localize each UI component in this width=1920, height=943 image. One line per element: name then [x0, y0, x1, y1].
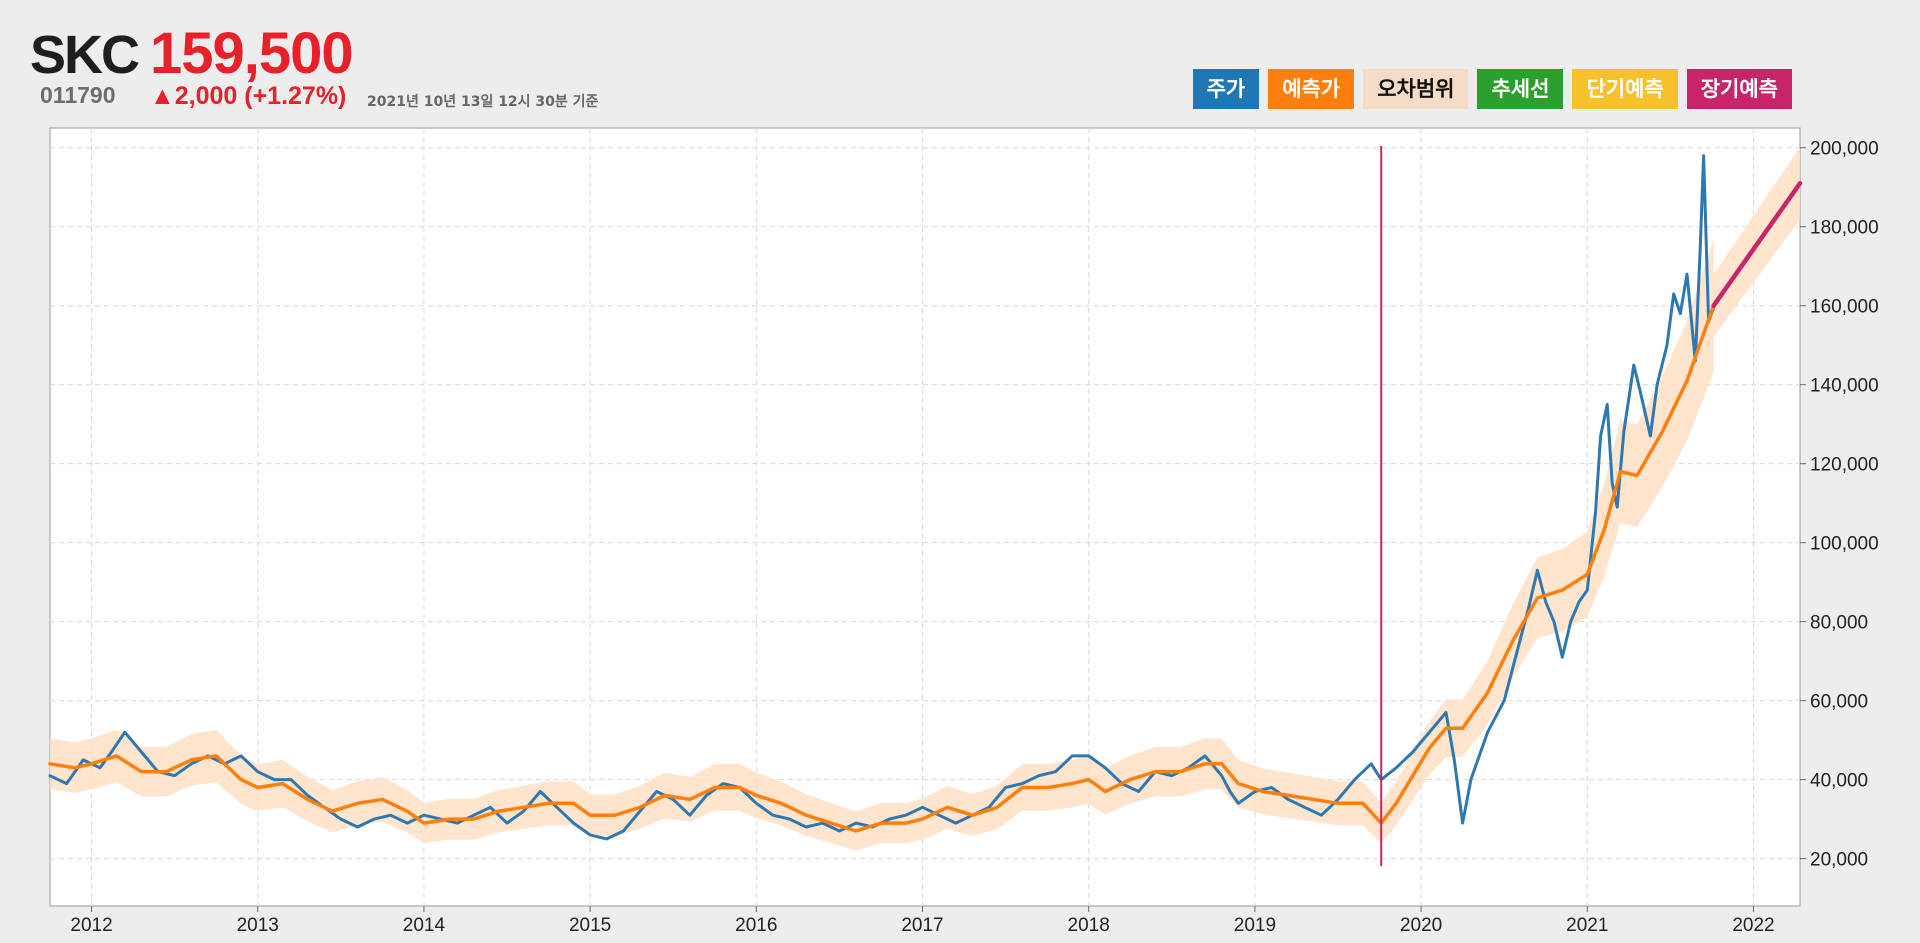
- y-tick-label: 80,000: [1810, 613, 1868, 634]
- x-tick-label: 2017: [901, 915, 943, 936]
- x-tick-label: 2018: [1068, 915, 1110, 936]
- legend-item-long-term-forecast[interactable]: 장기예측: [1686, 69, 1792, 109]
- legend: 주가 예측가 오차범위 추세선 단기예측 장기예측: [1192, 69, 1792, 109]
- x-tick-label: 2020: [1400, 915, 1442, 936]
- y-tick-label: 200,000: [1810, 139, 1879, 160]
- y-tick-label: 100,000: [1810, 534, 1879, 555]
- y-tick-label: 120,000: [1810, 455, 1879, 476]
- x-tick-label: 2012: [70, 915, 112, 936]
- forecast-line: [48, 303, 1716, 833]
- ticker-symbol: SKC: [30, 25, 140, 85]
- long-term-forecast-line: [1711, 181, 1803, 308]
- x-tick-label: 2021: [1566, 915, 1608, 936]
- x-tick-label: 2013: [237, 915, 279, 936]
- y-tick-label: 160,000: [1810, 297, 1879, 318]
- legend-item-error-range[interactable]: 오차범위: [1363, 69, 1469, 109]
- y-tick-label: 40,000: [1810, 771, 1868, 792]
- price-change: ▲2,000 (+1.27%): [150, 82, 347, 110]
- legend-item-price[interactable]: 주가: [1192, 69, 1260, 109]
- x-tick-label: 2022: [1732, 915, 1774, 936]
- legend-item-short-term-forecast[interactable]: 단기예측: [1572, 69, 1678, 109]
- x-tick-label: 2019: [1234, 915, 1276, 936]
- y-tick-label: 180,000: [1810, 218, 1879, 239]
- y-tick-label: 140,000: [1810, 376, 1879, 397]
- error-range-band: [50, 147, 1800, 851]
- x-tick-label: 2016: [735, 915, 777, 936]
- current-price: 159,500: [150, 21, 354, 86]
- plot-area: [49, 127, 1801, 907]
- legend-item-forecast[interactable]: 예측가: [1268, 69, 1355, 109]
- x-tick-label: 2015: [569, 915, 611, 936]
- stock-code: 011790: [40, 82, 116, 108]
- legend-item-trendline[interactable]: 추세선: [1477, 69, 1564, 109]
- stock-price-line: [48, 154, 1716, 841]
- as-of-timestamp: 2021년 10년 13일 12시 30분 기준: [367, 94, 599, 110]
- y-tick-label: 60,000: [1810, 692, 1868, 713]
- y-tick-label: 20,000: [1810, 850, 1868, 871]
- x-tick-label: 2014: [403, 915, 446, 936]
